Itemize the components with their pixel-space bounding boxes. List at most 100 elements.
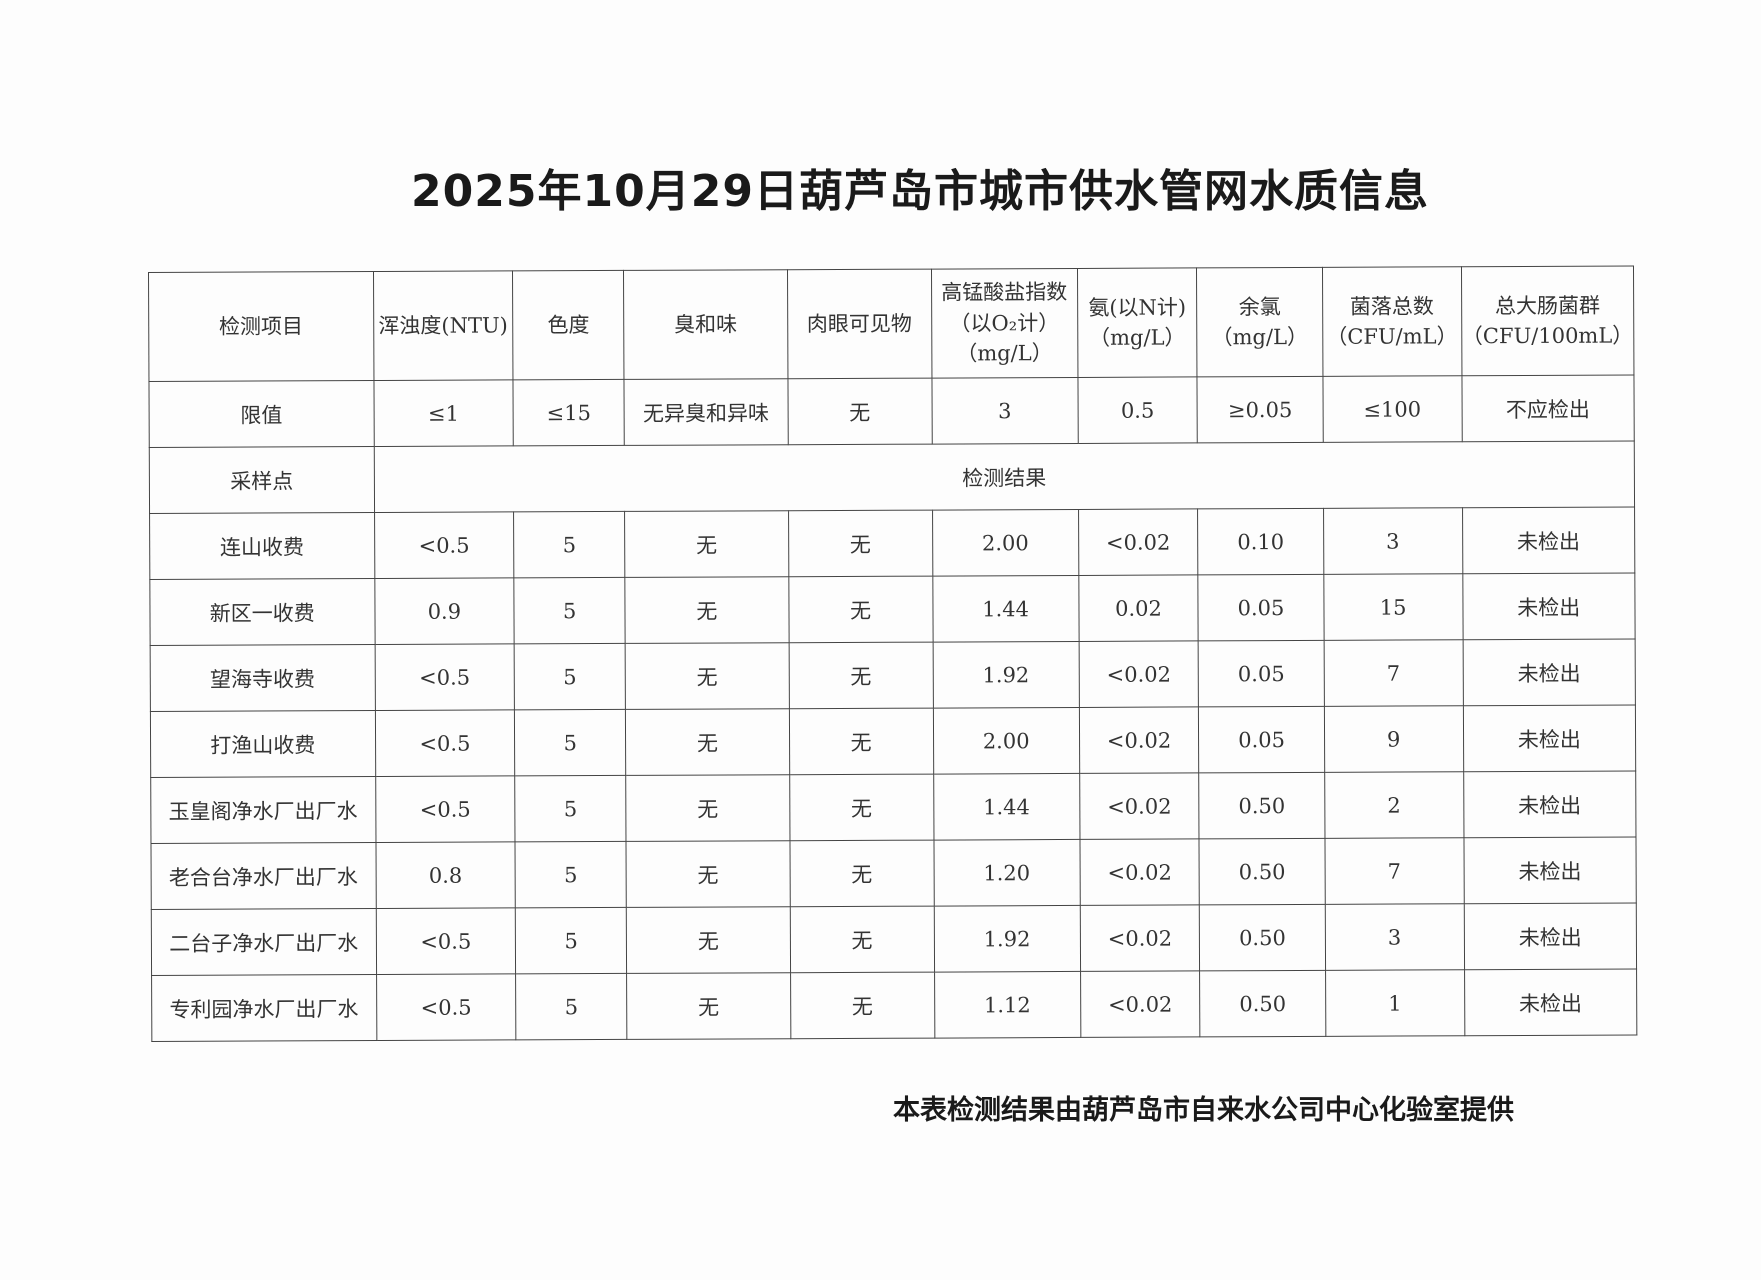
result-cell: 无 [625, 642, 790, 710]
result-cell: 无 [789, 708, 934, 775]
header-line: 总大肠菌群 [1494, 293, 1600, 318]
result-cell: <0.02 [1078, 508, 1199, 576]
result-cell: 无 [625, 708, 790, 776]
sample-point-cell: 玉皇阁净水厂出厂水 [150, 776, 376, 844]
result-cell: 无 [788, 642, 933, 709]
header-line: 氨(以N计) [1088, 295, 1187, 320]
header-cell: 色度 [512, 270, 625, 380]
result-cell: 无 [788, 510, 933, 577]
result-cell: 无 [790, 972, 935, 1039]
result-cell: 无 [626, 840, 790, 908]
result-cell: 无 [788, 576, 933, 643]
result-cell: 9 [1324, 705, 1464, 773]
result-cell: 7 [1324, 837, 1464, 905]
result-cell: 5 [514, 577, 626, 644]
results-label: 检测结果 [373, 441, 1635, 513]
header-line: 浑浊度(NTU) [378, 313, 508, 338]
result-cell: <0.02 [1079, 838, 1200, 906]
table-row: 玉皇阁净水厂出厂水 <0.5 5 无无 1.44 <0.02 0.50 2 未检出 [150, 771, 1636, 844]
header-line: 臭和味 [674, 312, 738, 337]
result-cell: <0.5 [375, 775, 516, 843]
result-cell: 15 [1323, 573, 1463, 641]
result-cell: 5 [514, 775, 627, 842]
result-cell: 0.05 [1198, 706, 1325, 773]
result-cell: 0.05 [1198, 574, 1324, 641]
result-cell: 0.50 [1199, 772, 1325, 839]
sample-point-cell: 打渔山收费 [150, 710, 376, 778]
result-cell: <0.5 [374, 643, 515, 711]
result-cell: 3 [1324, 903, 1465, 971]
document-title: 2025年10月29日葫芦岛市城市供水管网水质信息 [411, 166, 1429, 217]
result-cell: 未检出 [1462, 705, 1636, 772]
result-cell: 无 [789, 774, 934, 841]
table-row: 新区一收费 0.9 5 无无 1.44 0.02 0.05 15 未检出 [149, 573, 1636, 646]
limit-cell: 3 [931, 377, 1078, 445]
header-cell: 氨(以N计) （mg/L） [1077, 267, 1198, 378]
result-cell: 1.92 [933, 905, 1081, 973]
result-cell: 无 [789, 840, 934, 907]
header-line: （mg/L） [1089, 325, 1186, 350]
limit-cell: 无 [787, 378, 932, 445]
sample-point-cell: 二台子净水厂出厂水 [151, 908, 377, 976]
result-cell: <0.02 [1079, 772, 1200, 840]
limit-cell: 限值 [148, 380, 374, 448]
limit-cell: ≤1 [373, 379, 514, 447]
result-cell: 0.50 [1199, 838, 1325, 905]
result-cell: 7 [1323, 639, 1463, 707]
table-row: 二台子净水厂出厂水 <0.5 5 无无 1.92 <0.02 0.50 3 未检出 [151, 903, 1637, 976]
result-cell: 3 [1323, 507, 1463, 575]
sample-point-cell: 新区一收费 [149, 578, 375, 646]
result-cell: <0.02 [1079, 904, 1200, 972]
result-cell: 0.10 [1197, 508, 1324, 575]
header-line: 菌落总数 [1349, 293, 1434, 319]
result-cell: <0.5 [375, 907, 516, 975]
sample-label: 采样点 [149, 446, 375, 514]
table-row: 专利园净水厂出厂水 <0.5 5 无无 1.12 <0.02 0.50 1 未检出 [151, 969, 1637, 1042]
result-cell: 5 [515, 907, 627, 974]
result-cell: <0.02 [1079, 706, 1200, 774]
header-cell: 检测项目 [148, 271, 374, 382]
result-cell: 未检出 [1462, 639, 1636, 706]
header-line: 色度 [547, 312, 590, 338]
result-cell: <0.5 [374, 511, 515, 579]
table-row: 望海寺收费 <0.5 5 无无 1.92 <0.02 0.05 7 未检出 [150, 639, 1636, 712]
result-cell: 2.00 [932, 509, 1079, 577]
table-row: 老合台净水厂出厂水 0.8 5 无无 1.20 <0.02 0.50 7 未检出 [150, 837, 1637, 910]
header-row: 检测项目 浑浊度(NTU) 色度 臭和味 肉眼可见物 高锰酸盐指数 （以O₂计） （mg/L）… [148, 266, 1634, 382]
header-cell: 臭和味 [623, 269, 788, 380]
header-cell: 余氯（mg/L） [1196, 267, 1323, 377]
result-cell: 1.44 [933, 773, 1080, 841]
header-line: （以O₂计） [949, 310, 1060, 336]
result-cell: 0.02 [1078, 574, 1199, 642]
result-cell: 未检出 [1463, 771, 1636, 838]
result-cell: 无 [789, 906, 935, 973]
limit-row: 限值 ≤1 ≤15 无异臭和异味无 3 0.5 ≥0.05 ≤100 不应检出 [148, 375, 1635, 448]
sample-point-cell: 望海寺收费 [150, 644, 375, 712]
result-cell: 1 [1325, 969, 1465, 1037]
limit-cell: ≥0.05 [1197, 376, 1323, 443]
result-cell: 0.9 [374, 577, 515, 645]
header-cell: 总大肠菌群 （CFU/100mL） [1461, 266, 1634, 376]
table-row: 打渔山收费 <0.5 5 无无 2.00 <0.02 0.05 9 未检出 [150, 705, 1636, 778]
result-cell: 无 [626, 906, 791, 974]
result-cell: 未检出 [1463, 903, 1637, 970]
header-line: 检测项目 [218, 314, 304, 339]
result-cell: 无 [624, 576, 789, 644]
header-line: 高锰酸盐指数 [941, 280, 1068, 305]
result-cell: 无 [625, 774, 790, 842]
result-cell: 5 [514, 709, 626, 776]
result-cell: 未检出 [1462, 507, 1635, 574]
result-cell: 未检出 [1462, 573, 1636, 640]
result-cell: 1.12 [934, 971, 1081, 1039]
result-cell: <0.5 [376, 973, 517, 1041]
result-cell: 无 [624, 510, 789, 578]
footer-note: 本表检测结果由葫芦岛市自来水公司中心化验室提供 [893, 1095, 1514, 1126]
sample-point-cell: 专利园净水厂出厂水 [151, 974, 377, 1042]
result-cell: 1.92 [932, 641, 1080, 709]
result-cell: 5 [515, 973, 627, 1040]
sample-point-cell: 连山收费 [149, 512, 375, 580]
table-row: 连山收费 <0.5 5 无无 2.00 <0.02 0.10 3 未检出 [149, 507, 1635, 580]
result-cell: <0.02 [1080, 970, 1201, 1038]
limit-cell: 不应检出 [1461, 375, 1635, 442]
result-cell: 5 [513, 511, 625, 578]
